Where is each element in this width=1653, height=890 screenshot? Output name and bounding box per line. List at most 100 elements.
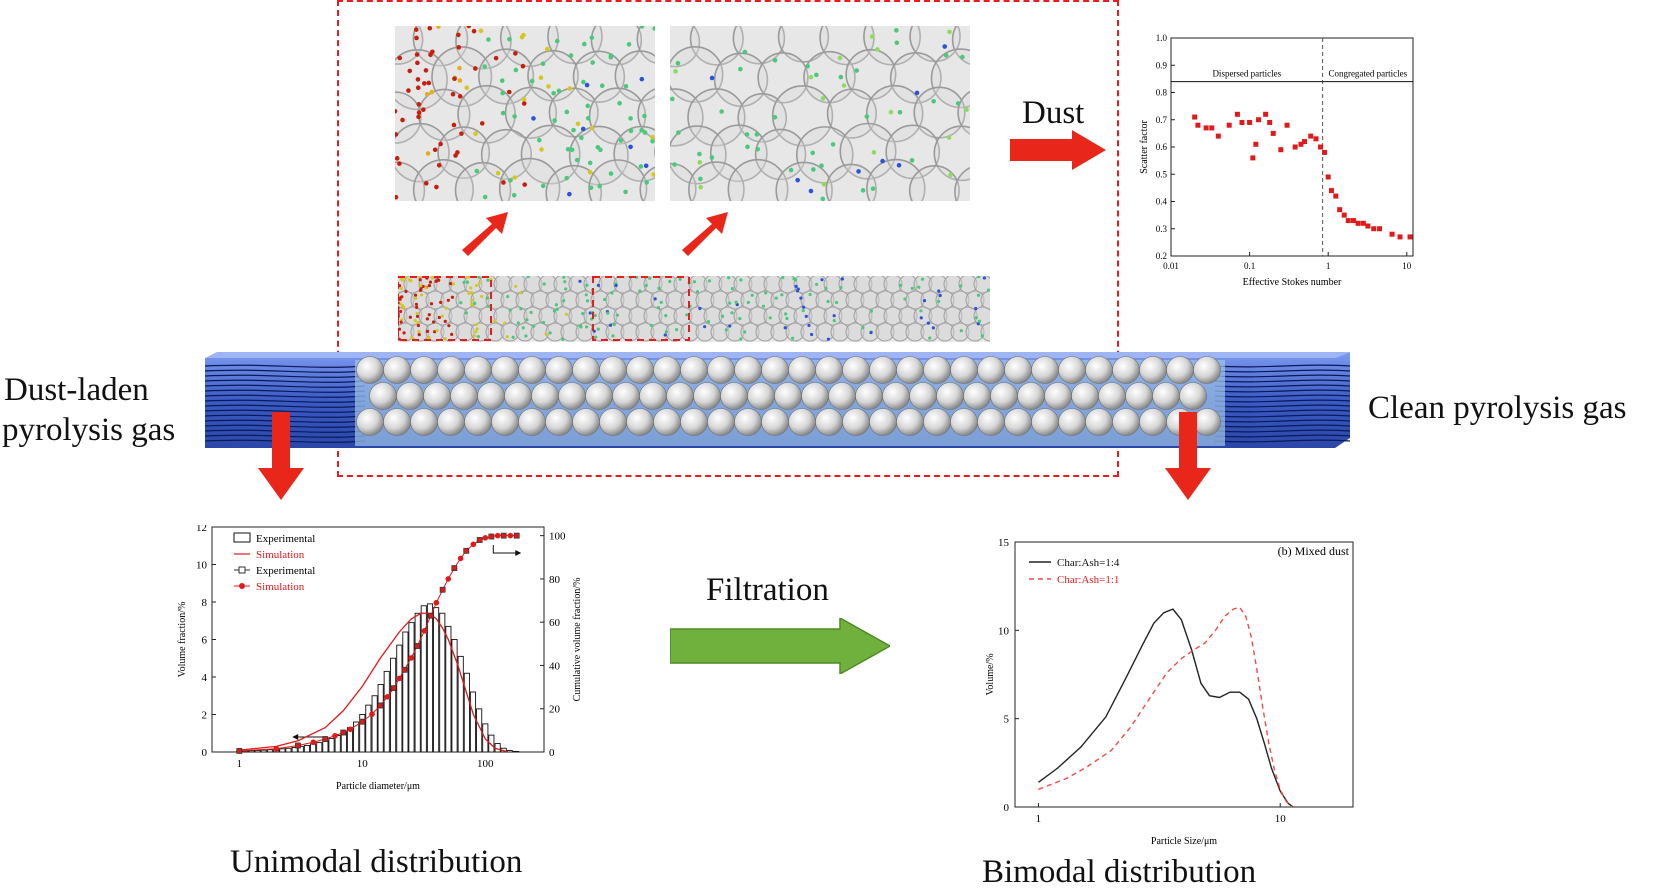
dust-particle [937,289,940,292]
histogram-bar [249,751,254,752]
dust-particle [414,319,417,322]
histogram-bar [329,739,334,753]
data-point [1346,218,1351,223]
bed-sphere [1180,383,1207,410]
bed-sphere [505,383,532,410]
dust-particle [399,320,402,323]
dust-particle [551,91,556,96]
x-tick-label: 10 [357,758,369,770]
dust-particle [522,97,527,102]
bed-sphere [654,357,681,384]
dust-particle [589,185,594,190]
dust-particle [506,335,509,338]
bed-sphere [775,383,802,410]
dust-particle [500,78,505,83]
dust-particle [739,278,742,281]
dust-particle [657,306,660,309]
legend-label: Char:Ash=1:1 [1057,574,1119,586]
dust-particle [789,168,794,173]
x-tick-label: 1 [1326,261,1331,271]
dust-particle [564,287,567,290]
dust-particle [473,302,476,305]
dust-particle [473,334,476,337]
dust-particle [696,290,699,293]
y2-tick-label: 60 [549,617,561,629]
dust-particle [609,55,614,60]
dust-particle [869,331,872,334]
bed-sphere [465,409,492,436]
dust-particle [493,320,496,323]
cumulative-simulation-point [489,534,495,540]
dust-particle [654,297,657,300]
histogram-bar [464,673,469,752]
dust-particle [450,333,453,336]
bed-sphere [465,357,492,384]
dust-particle [628,145,633,150]
dust-particle [439,301,442,304]
cumulative-simulation-point [236,748,242,754]
histogram-bar [255,751,260,753]
dust-particle [424,68,429,73]
bed-sphere [1032,409,1059,436]
histogram-bar [317,743,322,752]
dust-particle [805,315,808,318]
dust-particle [839,75,844,80]
dust-particle [459,131,464,136]
dust-particle [802,306,805,309]
dust-particle [414,294,417,297]
dust-particle [835,301,838,304]
dust-particle [458,94,463,99]
dust-particle [773,58,778,63]
bed-sphere [789,409,816,436]
dust-particle [579,324,582,327]
cumulative-simulation-point [440,587,446,593]
dust-particle [827,338,830,341]
dust-particle [416,321,419,324]
dust-particle [479,29,484,34]
dust-particle [434,185,439,190]
dust-particle [416,77,421,82]
dust-particle [425,92,430,97]
bed-sphere [910,383,937,410]
y-tick-label: 12 [196,525,207,534]
left-axis-pointer-head [292,734,298,740]
dust-particle [745,132,750,137]
cumulative-simulation-point [274,746,280,752]
bed-sphere [978,409,1005,436]
dust-particle [508,178,513,183]
bed-sphere [573,357,600,384]
dust-particle [685,313,688,316]
dust-particle [751,294,754,297]
dust-particle [590,35,595,40]
dust-particle [665,330,668,333]
dust-particle [506,295,509,298]
cumulative-simulation-point [445,576,451,582]
bed-sphere [708,409,735,436]
dust-particle [814,73,819,78]
dust-particle [590,126,595,131]
dust-particle [441,314,444,317]
dust-particle [420,293,423,296]
dust-particle [657,287,660,290]
dust-particle [507,37,512,42]
bed-sphere [1126,383,1153,410]
dust-particle [861,188,866,193]
bed-sphere [1032,357,1059,384]
dust-particle [833,319,836,322]
dust-particle [426,81,431,86]
dust-particle [486,37,491,42]
dust-particle [400,118,405,123]
bed-sphere [586,383,613,410]
dust-arrow-label: Dust [1022,97,1084,130]
y-tick-label: 0.6 [1156,142,1168,152]
dust-particle [452,76,457,81]
data-point [1235,112,1240,117]
bed-sphere [1140,409,1167,436]
dust-particle [414,297,417,300]
dust-particle [579,136,584,141]
data-point [1351,218,1356,223]
dust-particle [553,309,556,312]
dust-particle [870,310,873,313]
y-tick-label: 0 [202,747,208,759]
bed-sphere [1099,383,1126,410]
